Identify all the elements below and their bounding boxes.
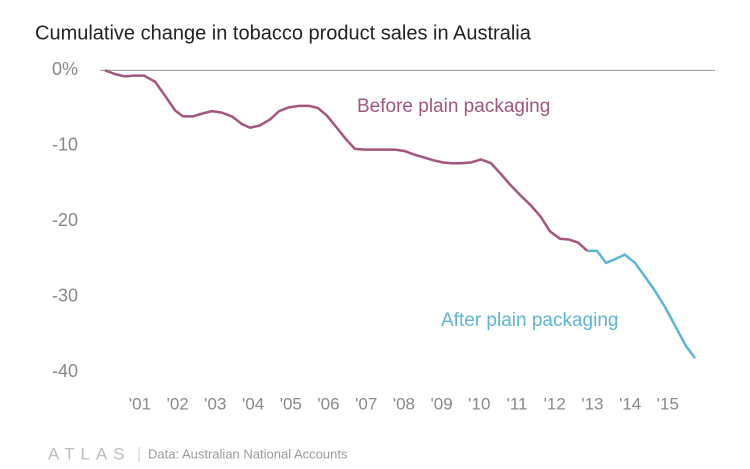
logo: ATLAS [48, 444, 131, 463]
x-tick-label: '14 [619, 394, 641, 413]
x-tick-label: '12 [544, 394, 566, 413]
x-tick-label: '04 [242, 394, 264, 413]
x-tick-label: '06 [317, 394, 339, 413]
x-tick-label: '09 [431, 394, 453, 413]
y-tick-label: -30 [52, 286, 78, 306]
chart-title: Cumulative change in tobacco product sal… [35, 22, 532, 44]
x-tick-label: '08 [393, 394, 415, 413]
x-tick-label: '01 [129, 394, 151, 413]
x-tick-label: '07 [355, 394, 377, 413]
x-tick-label: '03 [204, 394, 226, 413]
x-tick-label: '13 [581, 394, 603, 413]
line [104, 69, 589, 252]
series-label: After plain packaging [441, 310, 618, 331]
x-tick-label: '10 [468, 394, 490, 413]
x-tick-label: '11 [507, 394, 528, 413]
y-tick-label: 0% [52, 59, 78, 79]
y-tick-label: -10 [52, 135, 78, 155]
source: Data: Australian National Accounts [148, 446, 348, 461]
line [587, 249, 697, 359]
x-tick-label: '02 [167, 394, 189, 413]
y-tick-label: -20 [52, 210, 78, 230]
series-label: Before plain packaging [357, 96, 550, 117]
x-tick-label: '05 [280, 394, 302, 413]
x-tick-label: '15 [657, 394, 679, 413]
y-tick-label: -40 [52, 361, 78, 381]
